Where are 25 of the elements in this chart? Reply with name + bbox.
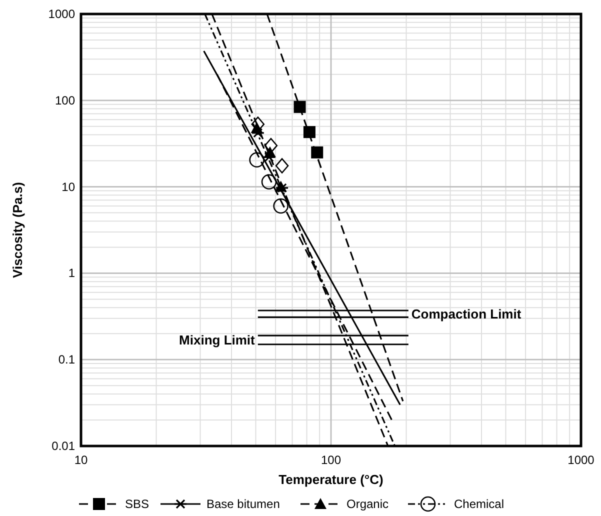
y-tick-label: 0.01 (52, 439, 76, 453)
point (262, 152, 276, 162)
point (251, 128, 265, 138)
point (273, 198, 288, 214)
annotation: Compaction Limit (411, 306, 522, 322)
y-tick-label: 1 (68, 266, 76, 280)
point (249, 152, 264, 168)
point (264, 146, 276, 158)
point (275, 183, 289, 193)
legend-label: SBS (125, 497, 150, 511)
x-axis-title: Temperature (°C) (278, 472, 384, 487)
legend-label: Organic (346, 497, 389, 511)
point (275, 158, 289, 174)
y-tick-label: 10 (62, 180, 76, 194)
y-tick-label: 1000 (48, 7, 76, 21)
legend-label: Base bitumen (206, 497, 280, 511)
annotation: Mixing Limit (179, 332, 256, 348)
y-tick-label: 0.1 (58, 352, 76, 367)
x-tick-label: 100 (320, 453, 342, 467)
x-tick-label: 1000 (568, 453, 595, 467)
point (261, 174, 277, 190)
x-tick-label: 10 (74, 453, 88, 467)
y-axis-title: Viscosity (Pa.s) (10, 182, 25, 278)
legend-label: Chemical (454, 497, 504, 511)
y-tick-label: 100 (54, 93, 76, 108)
